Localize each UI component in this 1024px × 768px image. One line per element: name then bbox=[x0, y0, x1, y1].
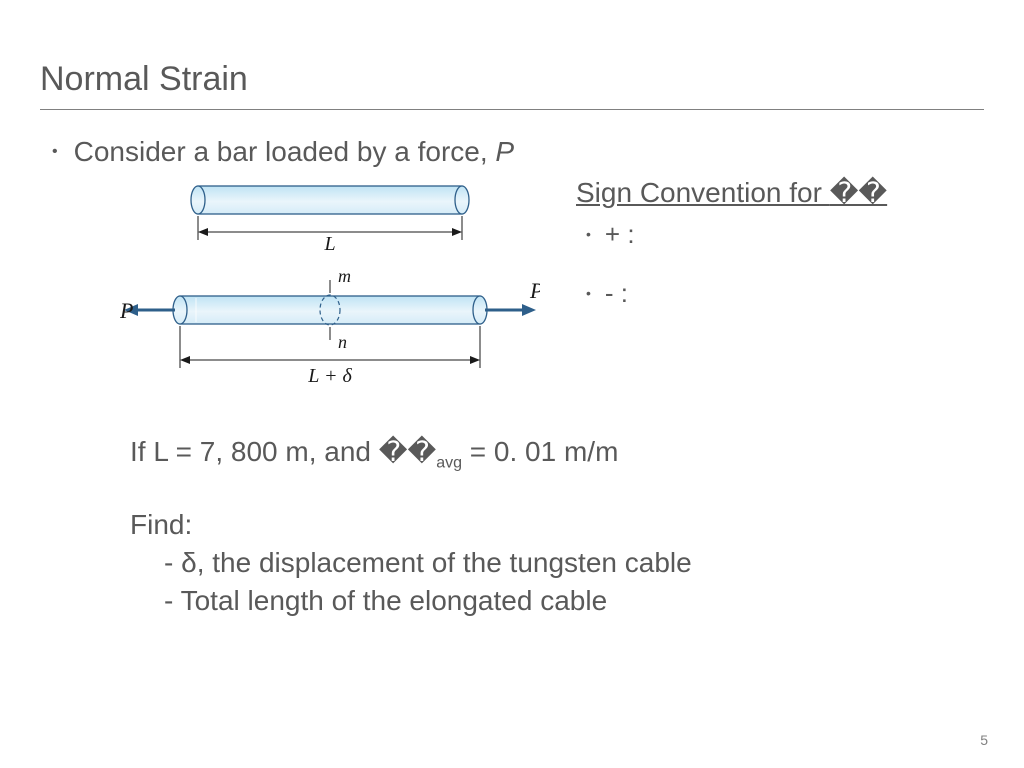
main-bullet: • Consider a bar loaded by a force, P bbox=[52, 134, 984, 170]
given-line: If L = 7, 800 m, and ��avg = 0. 01 m/m bbox=[130, 434, 984, 482]
svg-text:L: L bbox=[323, 233, 335, 255]
page-number: 5 bbox=[980, 732, 988, 748]
sign-heading-prefix: Sign Convention for bbox=[576, 177, 830, 208]
svg-text:m: m bbox=[338, 266, 351, 286]
force-variable: P bbox=[495, 136, 514, 167]
bullet-dot: • bbox=[586, 219, 591, 249]
find-item-2: - Total length of the elongated cable bbox=[164, 582, 984, 620]
bullet-dot: • bbox=[586, 278, 591, 308]
bar-diagram: Lm n P P L + δ bbox=[120, 180, 540, 400]
avg-subscript: avg bbox=[436, 455, 462, 472]
svg-text:P: P bbox=[529, 278, 540, 303]
sign-convention-heading: Sign Convention for �� bbox=[576, 176, 887, 209]
bullet-text: Consider a bar loaded by a force, P bbox=[74, 134, 515, 170]
page-title: Normal Strain bbox=[40, 60, 984, 99]
sign-plus-row: • + : bbox=[586, 219, 887, 250]
epsilon-glyph-missing: �� bbox=[379, 436, 436, 467]
find-label: Find: bbox=[130, 506, 984, 544]
title-divider bbox=[40, 109, 984, 110]
sign-minus-row: • - : bbox=[586, 278, 887, 309]
given-prefix: If L = 7, 800 m, and bbox=[130, 436, 379, 467]
bullet-dot: • bbox=[52, 134, 58, 170]
find-item-1: - δ, the displacement of the tungsten ca… bbox=[164, 544, 984, 582]
epsilon-glyph-missing: �� bbox=[830, 177, 887, 208]
sign-plus-text: + : bbox=[605, 219, 635, 250]
find-block: Find: - δ, the displacement of the tungs… bbox=[130, 506, 984, 620]
svg-text:n: n bbox=[338, 332, 347, 352]
bullet-prefix: Consider a bar loaded by a force, bbox=[74, 136, 496, 167]
svg-text:P: P bbox=[120, 298, 133, 323]
sign-minus-text: - : bbox=[605, 278, 628, 309]
svg-text:L + δ: L + δ bbox=[307, 365, 352, 387]
given-suffix: = 0. 01 m/m bbox=[462, 436, 618, 467]
